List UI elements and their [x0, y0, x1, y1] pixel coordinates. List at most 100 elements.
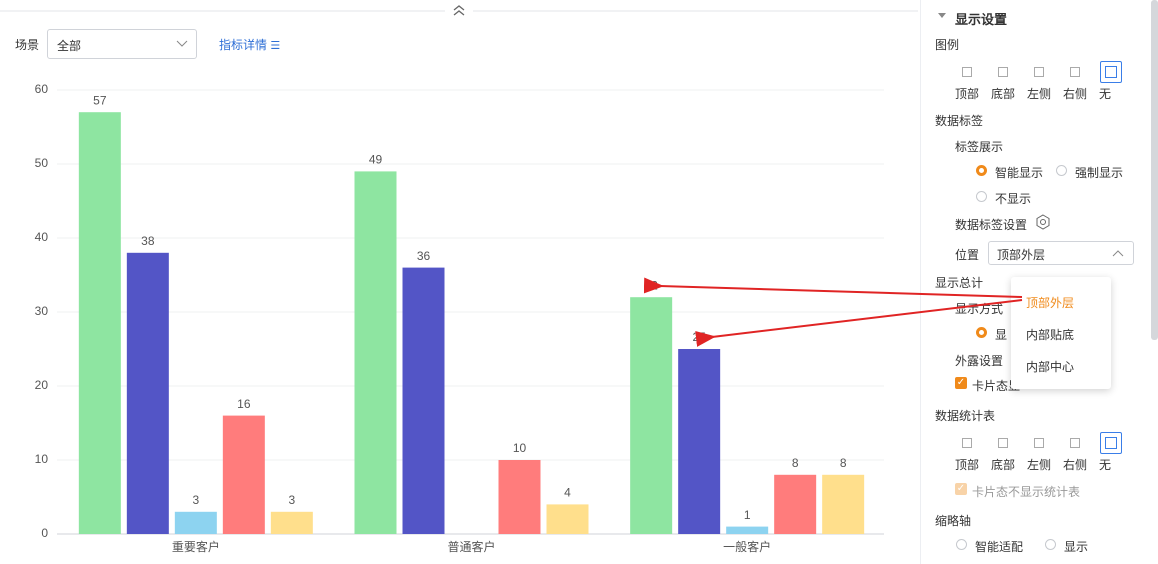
radio[interactable] [956, 539, 967, 550]
position-menu: 顶部外层 内部贴底 内部中心 [1011, 277, 1111, 389]
option-icon[interactable] [1064, 61, 1086, 83]
position-value: 顶部外层 [997, 248, 1046, 262]
bar [126, 252, 169, 535]
radio[interactable] [976, 191, 987, 202]
data-label: 49 [369, 153, 383, 167]
option-label[interactable]: 左侧 [1027, 87, 1052, 101]
settings-label: 数据标签设置 [955, 218, 1028, 232]
data-label: 32 [644, 278, 658, 292]
radio-label[interactable]: 显 [995, 328, 1008, 342]
data-label: 4 [564, 486, 571, 500]
option-label[interactable]: 左侧 [1027, 458, 1052, 472]
option-icon[interactable] [1100, 61, 1122, 83]
y-tick-label: 10 [35, 452, 49, 466]
option-icon[interactable] [1100, 432, 1122, 454]
collapse-bar [0, 5, 918, 16]
option-icon[interactable] [992, 61, 1014, 83]
display-label: 标签展示 [955, 140, 1004, 154]
bar [774, 474, 817, 534]
option-icon[interactable] [956, 61, 978, 83]
menu-item[interactable]: 内部贴底 [1026, 328, 1075, 342]
radio-label[interactable]: 强制显示 [1075, 166, 1124, 180]
option-label[interactable]: 右侧 [1063, 458, 1088, 472]
chevron [1112, 250, 1124, 257]
scrollbar[interactable] [1151, 0, 1158, 340]
option-label[interactable]: 顶部 [955, 458, 980, 472]
y-tick-label: 50 [35, 156, 49, 170]
radio-label[interactable]: 不显示 [995, 192, 1032, 206]
position-select[interactable]: 顶部外层 [988, 241, 1134, 265]
radio[interactable] [976, 165, 987, 176]
data-label: 25 [692, 330, 706, 344]
total-label: 显示总计 [935, 276, 984, 290]
bar [402, 267, 445, 534]
checkbox-label: 卡片态不显示统计表 [972, 485, 1081, 499]
option-icon[interactable] [992, 432, 1014, 454]
data-label: 8 [792, 456, 799, 470]
data-label: 36 [417, 249, 431, 263]
bar [270, 511, 313, 534]
bar [822, 474, 865, 534]
y-tick-label: 40 [35, 230, 49, 244]
menu-item[interactable]: 顶部外层 [1026, 296, 1075, 310]
checkbox-label[interactable]: 卡片态显 [972, 379, 1021, 393]
bar [498, 460, 541, 534]
checkbox[interactable]: ✓ [955, 377, 967, 389]
caret[interactable] [937, 12, 947, 20]
radio-label[interactable]: 显示 [1064, 540, 1089, 554]
option-label[interactable]: 底部 [991, 458, 1016, 472]
option-label[interactable]: 右侧 [1063, 87, 1088, 101]
position-label: 位置 [955, 248, 980, 262]
option-icon[interactable] [956, 432, 978, 454]
legend-label: 图例 [935, 38, 960, 52]
radio[interactable] [1056, 165, 1067, 176]
option-icon[interactable] [1028, 432, 1050, 454]
detail-link[interactable]: 指标详情 ☰ [219, 38, 281, 52]
data-label: 3 [192, 493, 199, 507]
option-icon[interactable] [1064, 432, 1086, 454]
data-label: 16 [237, 397, 251, 411]
scene-select[interactable]: 全部 [47, 29, 197, 59]
settings-panel: 显示设置 图例 数据标签 标签展示 智能显示 强制显示 不显示 数据标签设置 位… [920, 0, 1151, 564]
data-label: 38 [141, 234, 155, 248]
option-icon[interactable] [1028, 61, 1050, 83]
bar [726, 526, 769, 534]
data-label: 8 [840, 456, 847, 470]
option-label[interactable]: 无 [1099, 87, 1112, 101]
bar [354, 171, 397, 534]
data-label: 57 [93, 93, 107, 107]
data-label: 3 [288, 493, 295, 507]
option-label[interactable]: 顶部 [955, 87, 980, 101]
exposure-label: 外露设置 [955, 354, 1004, 368]
chart: 0 10 20 30 40 50 60 重要客户 57 38 3 16 3 普通客户 49 36 10 4 一般客户… [35, 82, 884, 554]
y-tick-label: 20 [35, 378, 49, 392]
menu-item[interactable]: 内部中心 [1026, 360, 1075, 374]
bar [78, 112, 121, 534]
chevron [176, 40, 188, 47]
gear-icon[interactable] [1035, 214, 1051, 230]
bar [174, 511, 217, 534]
y-tick-label: 0 [41, 526, 48, 540]
bar [678, 349, 721, 534]
option-label[interactable]: 底部 [991, 87, 1016, 101]
y-tick-label: 60 [35, 82, 49, 96]
option-label[interactable]: 无 [1099, 458, 1112, 472]
data-label: 1 [744, 508, 751, 522]
data-label-label: 数据标签 [935, 114, 984, 128]
radio[interactable] [1045, 539, 1056, 550]
panel-title: 显示设置 [955, 12, 1008, 27]
radio-label[interactable]: 智能显示 [995, 166, 1044, 180]
detail-text[interactable]: 指标详情 [219, 38, 268, 52]
bar [222, 415, 265, 534]
radio-label[interactable]: 智能适配 [975, 540, 1024, 554]
radio[interactable] [976, 327, 987, 338]
y-tick-label: 30 [35, 304, 49, 318]
collapse-icon[interactable] [453, 5, 465, 16]
x-tick-label: 一般客户 [723, 539, 771, 554]
x-tick-label: 普通客户 [447, 539, 495, 554]
stats-label: 数据统计表 [935, 409, 996, 423]
axis-label: 缩略轴 [935, 514, 972, 528]
mode-label: 显示方式 [955, 302, 1004, 316]
scene-value: 全部 [57, 39, 82, 53]
